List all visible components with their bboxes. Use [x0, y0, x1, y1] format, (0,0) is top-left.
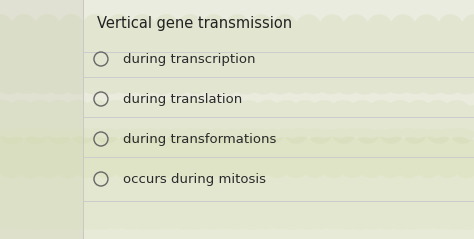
Bar — [0, 0, 83, 239]
Text: during translation: during translation — [123, 92, 242, 105]
Text: during transformations: during transformations — [123, 132, 276, 146]
Bar — [83, 0, 474, 239]
Text: during transcription: during transcription — [123, 53, 255, 65]
Text: occurs during mitosis: occurs during mitosis — [123, 173, 266, 185]
Text: Vertical gene transmission: Vertical gene transmission — [97, 16, 292, 31]
